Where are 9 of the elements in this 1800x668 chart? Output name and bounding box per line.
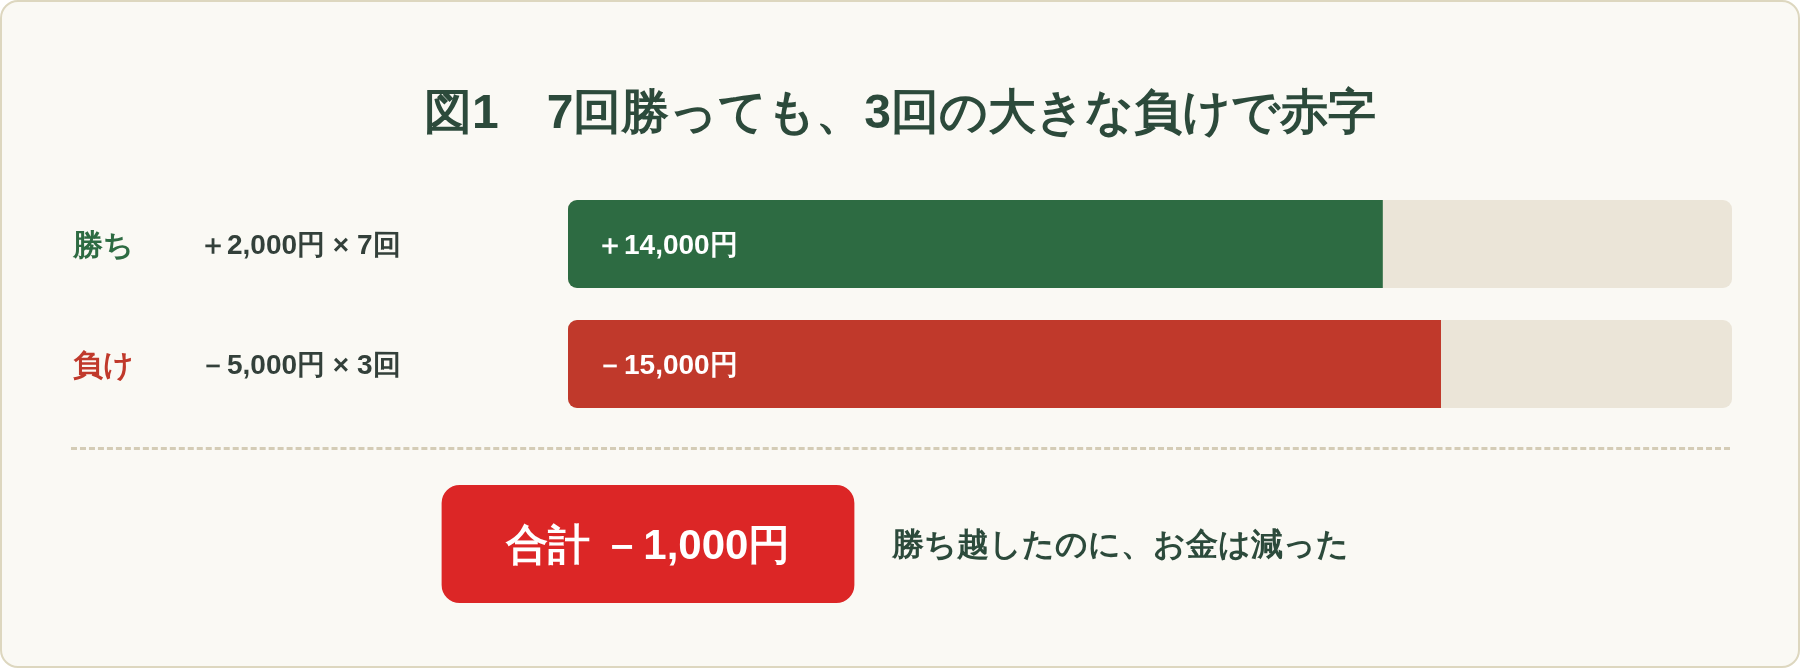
y-tick-label: 負け (73, 347, 134, 382)
text: ＋2,000円 × 7回 (199, 228, 401, 260)
y-tick-label: 勝ち (72, 227, 134, 261)
text: 合計 －1,000円 (504, 520, 791, 568)
chart-title: 図1 7回勝っても、3回の大きな負けで赤字 (423, 84, 1377, 138)
text: 勝ち越したのに、お金は減った (891, 526, 1349, 562)
data-label: ＋14,000円 (596, 228, 738, 260)
data-label: －15,000円 (596, 348, 738, 380)
text: －5,000円 × 3回 (199, 348, 401, 380)
